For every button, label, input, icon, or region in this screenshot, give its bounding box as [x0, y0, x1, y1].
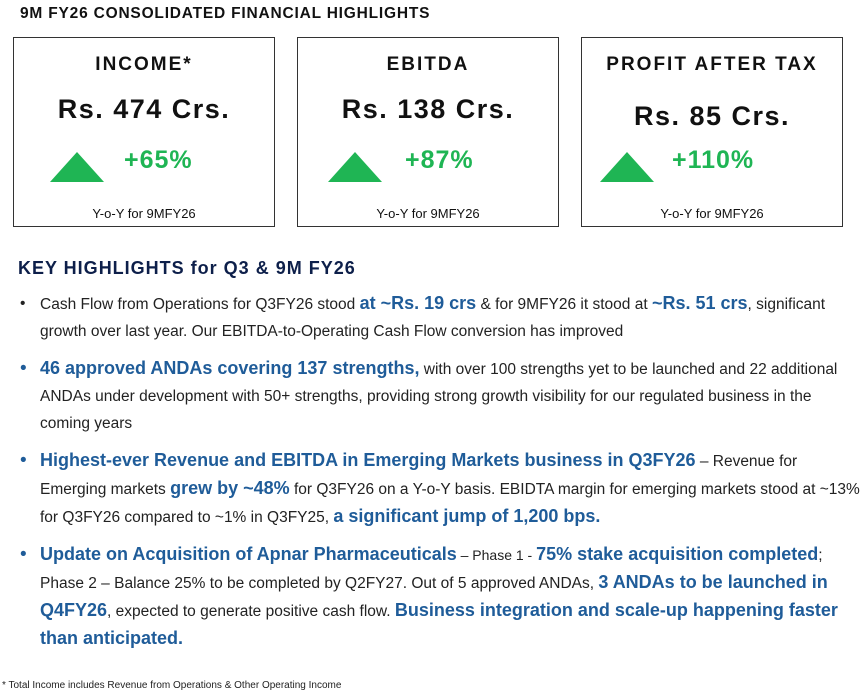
text: ; Phase 2 – Balance 25% to be completed … — [40, 547, 823, 592]
emphasis: Update on Acquisition of Apnar Pharmaceu… — [40, 544, 457, 564]
bullet: Update on Acquisition of Apnar Pharmaceu… — [20, 541, 860, 653]
text: with over 100 strengths yet to be launch… — [40, 361, 838, 432]
footnote: * Total Income includes Revenue from Ope… — [2, 680, 342, 691]
card-note: Y-o-Y for 9MFY26 — [92, 206, 196, 221]
card-note: Y-o-Y for 9MFY26 — [660, 206, 764, 221]
page-title: 9M FY26 CONSOLIDATED FINANCIAL HIGHLIGHT… — [20, 5, 431, 22]
emphasis: a significant jump of 1,200 bps. — [333, 506, 601, 526]
card-value: Rs. 138 Crs. — [341, 94, 515, 124]
text: Cash Flow from Operations for Q3FY26 sto… — [40, 296, 360, 313]
text: for Q3FY26 on a Y-o-Y basis. EBIDTA marg… — [40, 481, 860, 526]
card-label: EBITDA — [386, 54, 470, 75]
card-label: PROFIT AFTER TAX — [606, 54, 818, 75]
emphasis: ~Rs. 51 crs — [651, 293, 748, 313]
card-change: +110% — [672, 146, 755, 174]
emphasis: 75% stake acquisition completed — [536, 544, 819, 564]
section-title: KEY HIGHLIGHTS for Q3 & 9M FY26 — [18, 258, 356, 278]
text: – Phase 1 - — [456, 547, 537, 563]
card-value: Rs. 85 Crs. — [633, 101, 791, 131]
card-label: INCOME* — [95, 54, 193, 75]
emphasis: 46 approved ANDAs covering 137 strengths… — [40, 358, 420, 378]
up-arrow — [600, 152, 654, 182]
emphasis: Business integration and scale-up happen… — [40, 600, 838, 648]
text: – Revenue for Emerging markets — [40, 453, 798, 498]
emphasis: 3 ANDAs to be launched in Q4FY26 — [40, 572, 828, 620]
card-change: +87% — [405, 146, 474, 174]
text: , expected to generate positive cash flo… — [107, 603, 395, 620]
metric-card: PROFIT AFTER TAX Rs. 85 Crs. +110% Y-o-Y… — [581, 37, 843, 227]
card-value: Rs. 474 Crs. — [57, 94, 231, 124]
metric-card: INCOME* Rs. 474 Crs. +65% Y-o-Y for 9MFY… — [13, 37, 275, 227]
bullet: Cash Flow from Operations for Q3FY26 sto… — [20, 290, 860, 345]
text: , significant growth over last year. Our… — [40, 296, 826, 340]
up-arrow — [328, 152, 382, 182]
metric-card: EBITDA Rs. 138 Crs. +87% Y-o-Y for 9MFY2… — [297, 37, 559, 227]
up-arrow — [50, 152, 104, 182]
bullet: 46 approved ANDAs covering 137 strengths… — [20, 355, 860, 437]
card-note: Y-o-Y for 9MFY26 — [376, 206, 480, 221]
emphasis: grew by ~48% — [170, 478, 290, 498]
bullet: Highest-ever Revenue and EBITDA in Emerg… — [20, 447, 860, 531]
emphasis: at ~Rs. 19 crs — [359, 293, 477, 313]
text: & for 9MFY26 it stood at — [476, 296, 652, 313]
emphasis: Highest-ever Revenue and EBITDA in Emerg… — [40, 450, 696, 470]
card-change: +65% — [124, 146, 193, 174]
bullet-list: Cash Flow from Operations for Q3FY26 sto… — [20, 290, 860, 663]
